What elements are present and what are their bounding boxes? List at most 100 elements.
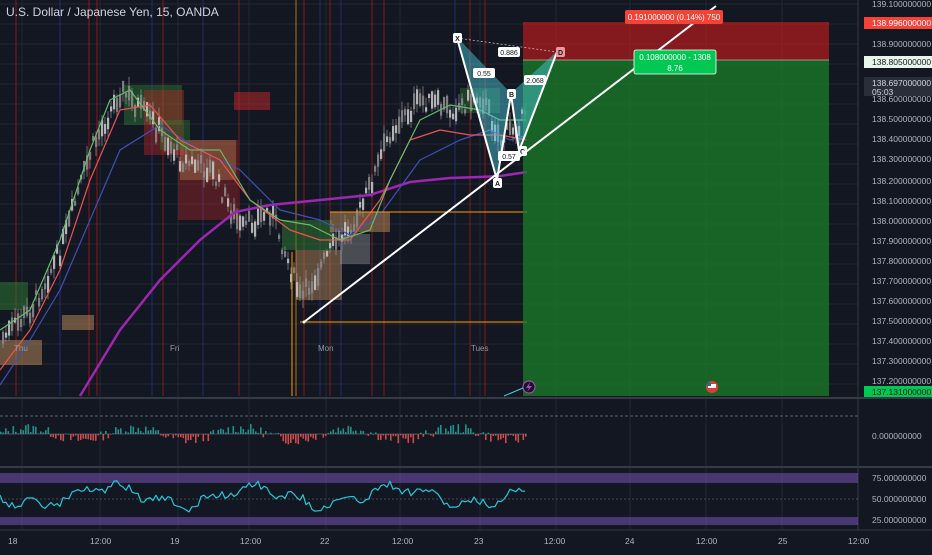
macd-bar (243, 429, 245, 434)
candle-body (47, 276, 49, 293)
macd-bar (438, 427, 440, 434)
macd-bar (168, 434, 170, 436)
macd-axis-label: 0.000000000 (872, 431, 922, 441)
candle-body (215, 182, 217, 186)
candle-body (224, 187, 226, 196)
macd-bar (340, 431, 342, 434)
macd-bar (45, 430, 47, 434)
macd-bar (195, 434, 197, 443)
macd-bar (380, 434, 382, 440)
macd-bar (5, 428, 7, 434)
macd-bar (493, 434, 495, 436)
macd-bar (310, 434, 312, 437)
macd-bar (405, 434, 407, 439)
macd-bar (505, 434, 507, 443)
macd-bar (298, 434, 300, 444)
lightning-icon[interactable] (523, 381, 535, 393)
target-label-text: 0.108000000 - 1308 (639, 53, 711, 62)
candle-body (374, 166, 376, 172)
candle-body (386, 136, 388, 142)
macd-bar (350, 427, 352, 434)
time-axis-label: 12:00 (848, 536, 870, 546)
macd-bar (25, 425, 27, 434)
candle-body (365, 188, 367, 194)
candle-body (464, 109, 466, 113)
candle-body (257, 208, 259, 225)
candle-body (389, 137, 391, 143)
candle-body (461, 98, 463, 105)
macd-bar (125, 431, 127, 434)
candle-body (98, 130, 100, 140)
candle-body (353, 224, 355, 232)
candle-body (305, 278, 307, 286)
macd-bar (35, 427, 37, 434)
macd-bar (103, 434, 105, 440)
macd-bar (293, 434, 295, 439)
us-flag-icon[interactable] (706, 381, 718, 393)
macd-bar (423, 434, 425, 437)
price-badge-label: 05:03 (872, 87, 894, 97)
zone-box[interactable] (234, 92, 270, 110)
candle-body (467, 90, 469, 101)
candle-body (407, 109, 409, 124)
time-axis-label: 12:00 (392, 536, 414, 546)
candle-body (29, 313, 31, 324)
macd-bar (208, 434, 210, 441)
macd-bar (130, 426, 132, 434)
macd-bar (313, 434, 315, 438)
time-axis-label: 19 (170, 536, 180, 546)
zone-box[interactable] (62, 315, 94, 330)
candle-body (128, 86, 130, 100)
inline-day-label: Fri (170, 344, 180, 353)
candle-body (416, 89, 418, 104)
candle-body (296, 282, 298, 297)
macd-bar (105, 431, 107, 434)
candle-body (188, 161, 190, 166)
candle-body (311, 281, 313, 293)
candle-body (308, 288, 310, 295)
macd-bar (525, 434, 527, 437)
candle-body (398, 117, 400, 134)
macd-bar (348, 426, 350, 434)
macd-bar (290, 434, 292, 443)
candle-body (362, 198, 364, 209)
rsi-axis-label: 75.000000000 (872, 473, 927, 483)
macd-bar (85, 434, 87, 439)
macd-bar (228, 427, 230, 434)
rsi-axis-label: 25.000000000 (872, 515, 927, 525)
take-profit-zone[interactable] (523, 60, 829, 396)
time-axis-label: 23 (474, 536, 484, 546)
macd-bar (183, 434, 185, 438)
macd-bar (448, 431, 450, 434)
price-tick-label: 139.100000000 (872, 0, 931, 9)
macd-bar (410, 434, 412, 437)
price-tick-label: 137.300000000 (872, 356, 931, 366)
macd-bar (100, 432, 102, 434)
macd-bar (390, 434, 392, 441)
price-tick-label: 138.300000000 (872, 154, 931, 164)
candle-body (434, 95, 436, 108)
candle-body (383, 133, 385, 151)
macd-bar (368, 434, 370, 436)
macd-bar (190, 434, 192, 440)
macd-bar (463, 432, 465, 434)
price-tick-label: 137.700000000 (872, 276, 931, 286)
candle-body (254, 221, 256, 236)
macd-bar (303, 434, 305, 439)
macd-bar (23, 430, 25, 434)
macd-bar (250, 424, 252, 434)
candle-body (119, 94, 121, 107)
candle-body (125, 93, 127, 97)
symbol-header[interactable]: U.S. Dollar / Japanese Yen, 15, OANDA (6, 5, 219, 19)
candle-body (38, 298, 40, 307)
macd-bar (403, 434, 405, 438)
pattern-point-label: A (495, 181, 500, 188)
candle-body (74, 201, 76, 206)
macd-bar (465, 424, 467, 434)
pattern-ratio-label: 0.55 (477, 71, 491, 78)
macd-bar (120, 428, 122, 434)
macd-bar (218, 430, 220, 434)
pattern-point-label: D (558, 50, 563, 57)
